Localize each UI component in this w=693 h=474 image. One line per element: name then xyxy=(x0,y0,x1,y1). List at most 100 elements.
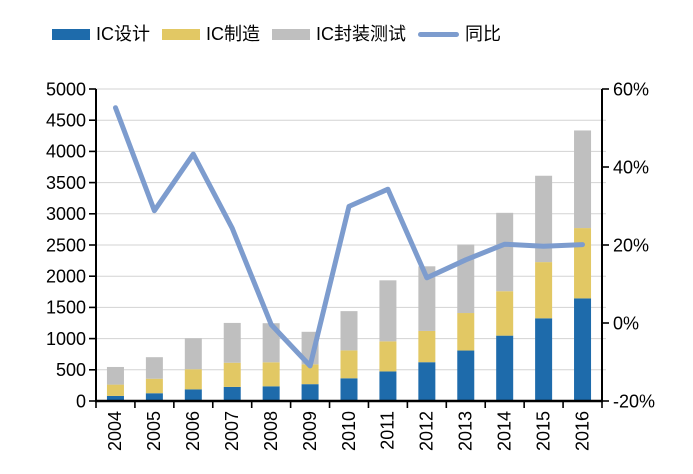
bar-stack-2014 xyxy=(496,212,514,401)
x-axis-tick-label-2010: 2010 xyxy=(339,411,359,451)
left-axis-tick-label: 2500 xyxy=(46,235,86,255)
left-axis-tick-label: 1500 xyxy=(46,298,86,318)
left-axis-tick-label: 4000 xyxy=(46,142,86,162)
left-axis-tick-label: 1000 xyxy=(46,329,86,349)
legend-label-yoy: 同比 xyxy=(465,24,501,44)
x-axis-tick-label-2013: 2013 xyxy=(456,411,476,451)
bar-segment xyxy=(496,291,514,336)
bar-segment xyxy=(379,371,397,401)
bar-segment xyxy=(379,341,397,372)
x-axis-tick-label-2007: 2007 xyxy=(222,411,242,451)
x-axis-tick-label-2012: 2012 xyxy=(417,411,437,451)
bar-stack-2007 xyxy=(223,322,241,401)
bar-segment xyxy=(262,323,280,363)
right-axis-tick-label: 20% xyxy=(613,235,649,255)
bar-segment xyxy=(340,350,358,379)
x-axis-tick-label-2008: 2008 xyxy=(261,411,281,451)
bar-stack-2010 xyxy=(340,311,358,401)
left-axis-tick-label: 3500 xyxy=(46,173,86,193)
legend-label-ic-packaging-testing: IC封装测试 xyxy=(316,24,406,44)
bar-segment xyxy=(574,130,592,229)
x-axis-tick-label-2006: 2006 xyxy=(183,411,203,451)
legend-swatch-yoy-line xyxy=(418,31,459,37)
right-axis-tick-label: 40% xyxy=(613,157,649,177)
bar-segment xyxy=(574,228,592,299)
bar-segment xyxy=(145,393,163,401)
x-axis-tick-label-2014: 2014 xyxy=(494,411,514,451)
right-axis-tick-label: 0% xyxy=(613,313,639,333)
bar-stack-2012 xyxy=(418,266,436,401)
legend-label-ic-design: IC设计 xyxy=(96,24,150,44)
chart-legend: IC设计 IC制造 IC封装测试 同比 xyxy=(52,22,501,46)
bar-segment xyxy=(535,318,553,401)
bar-segment xyxy=(106,395,124,401)
bar-segment xyxy=(340,311,358,351)
left-axis-tick-label: 5000 xyxy=(46,79,86,99)
bar-stack-2016 xyxy=(574,130,592,401)
bar-stack-2004 xyxy=(106,366,124,401)
bar-segment xyxy=(535,175,553,263)
x-axis-tick-label-2004: 2004 xyxy=(105,411,125,451)
bar-segment xyxy=(145,378,163,394)
yoy-line-series xyxy=(113,105,585,369)
bar-segment xyxy=(301,364,319,385)
bar-segment xyxy=(496,212,514,292)
left-axis-tick-label: 0 xyxy=(76,391,86,411)
right-axis-tick-label: -20% xyxy=(613,391,655,411)
legend-item-yoy: 同比 xyxy=(418,22,501,46)
bar-segment xyxy=(535,262,553,319)
bar-stack-2011 xyxy=(379,280,397,401)
bar-segment xyxy=(301,384,319,401)
legend-swatch-ic-manufacturing xyxy=(162,28,200,40)
bar-segment xyxy=(184,338,202,370)
bar-segment xyxy=(184,389,202,401)
bar-segment xyxy=(340,378,358,401)
legend-swatch-ic-design xyxy=(52,28,90,40)
bar-segment xyxy=(223,362,241,387)
bar-segment xyxy=(106,366,124,385)
right-axis-ticks: -20% 0% 20% 40% 60% xyxy=(602,79,655,411)
left-axis-tick-label: 3000 xyxy=(46,204,86,224)
legend-item-ic-packaging-testing: IC封装测试 xyxy=(272,22,406,46)
bar-stack-2008 xyxy=(262,323,280,401)
bar-segment xyxy=(418,266,436,331)
bar-segment xyxy=(457,313,475,351)
bar-segment xyxy=(223,322,241,363)
left-axis-ticks: 0 500 1000 1500 2000 2500 3000 3500 4000 4500 5000 xyxy=(46,79,96,411)
legend-item-ic-design: IC设计 xyxy=(52,22,150,46)
left-axis-tick-label: 500 xyxy=(56,360,86,380)
bar-segment xyxy=(418,330,436,363)
x-axis-tick-label-2016: 2016 xyxy=(572,411,592,451)
left-axis-tick-label: 2000 xyxy=(46,267,86,287)
x-axis-tick-label-2011: 2011 xyxy=(378,411,398,450)
right-axis-tick-label: 60% xyxy=(613,79,649,99)
bar-segment xyxy=(145,357,163,379)
legend-item-ic-manufacturing: IC制造 xyxy=(162,22,260,46)
bar-segment xyxy=(106,384,124,396)
bar-stack-2013 xyxy=(457,244,475,401)
bar-segment xyxy=(262,362,280,387)
bar-segment xyxy=(184,369,202,390)
bar-segment xyxy=(496,335,514,401)
bar-stack-2006 xyxy=(184,338,202,401)
x-axis-tick-label-2005: 2005 xyxy=(144,411,164,451)
bar-segment xyxy=(457,350,475,401)
bar-segment xyxy=(379,280,397,342)
bar-series-group xyxy=(106,130,592,401)
bar-segment xyxy=(223,386,241,401)
legend-label-ic-manufacturing: IC制造 xyxy=(206,24,260,44)
bar-segment xyxy=(262,386,280,401)
legend-swatch-ic-packaging-testing xyxy=(272,28,310,40)
x-axis-tick-label-2015: 2015 xyxy=(533,411,553,451)
bar-segment xyxy=(574,298,592,401)
bar-segment xyxy=(418,362,436,401)
bar-stack-2015 xyxy=(535,175,553,401)
x-axis-tick-label-2009: 2009 xyxy=(300,411,320,451)
x-axis-ticks: 2004 2005 2006 2007 2008 2009 2010 2011 2012 2013… xyxy=(95,401,603,451)
left-axis-tick-label: 4500 xyxy=(46,111,86,131)
bar-stack-2005 xyxy=(145,357,163,401)
grid-lines xyxy=(96,88,606,371)
